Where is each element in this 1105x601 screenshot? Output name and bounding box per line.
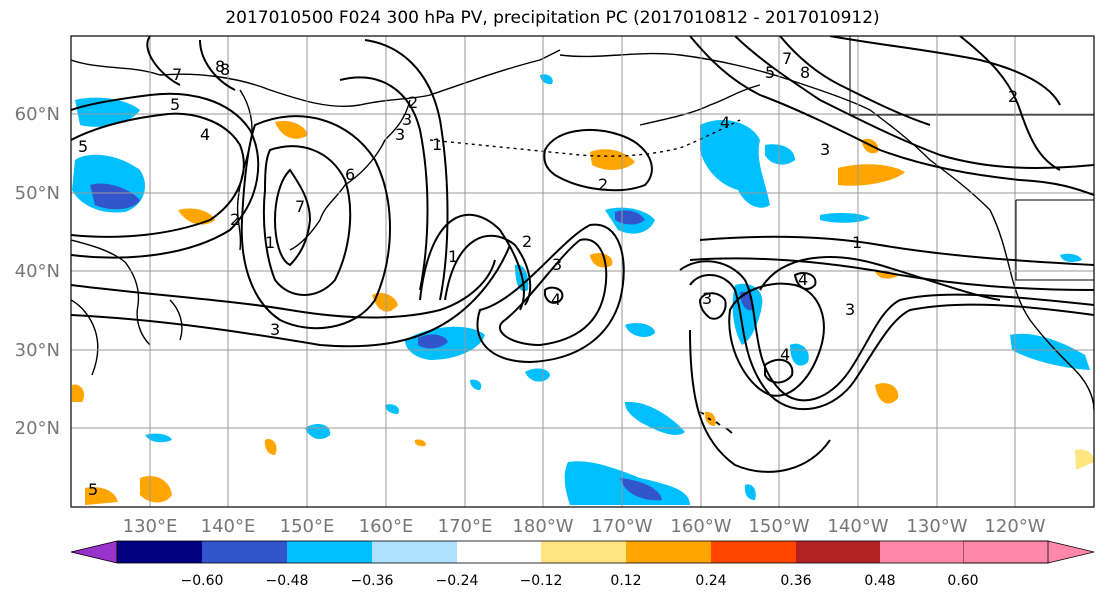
colorbar-bin bbox=[457, 541, 541, 563]
contour-label: 1 bbox=[432, 135, 442, 154]
colorbar-extend-high bbox=[962, 540, 1095, 564]
colorbar-tick-label: 0.48 bbox=[864, 573, 895, 589]
longitude-axis: 130°E 140°E 150°E 160°E 170°E 180°W 170°… bbox=[123, 516, 1046, 537]
contour-label: 3 bbox=[820, 140, 830, 159]
contour-label: 3 bbox=[552, 255, 562, 274]
lat-label-60n: 60°N bbox=[15, 104, 60, 125]
contour-label: 1 bbox=[852, 233, 862, 252]
colorbar-tick-label: 0.60 bbox=[947, 573, 978, 589]
lon-label: 150°E bbox=[280, 516, 335, 537]
lon-label: 160°E bbox=[359, 516, 414, 537]
colorbar-tick-label: −0.36 bbox=[351, 573, 394, 589]
lon-label: 130°W bbox=[906, 516, 967, 537]
colorbar-tick-label: −0.60 bbox=[181, 573, 224, 589]
latitude-axis: 60°N 50°N 40°N 30°N 20°N bbox=[15, 104, 60, 439]
map-frame bbox=[70, 35, 1095, 508]
lat-label-40n: 40°N bbox=[15, 261, 60, 282]
lon-label: 150°W bbox=[748, 516, 809, 537]
map-title: 2017010500 F024 300 hPa PV, precipitatio… bbox=[225, 8, 880, 28]
contour-label: 6 bbox=[345, 165, 355, 184]
contour-label: 4 bbox=[720, 113, 730, 132]
contour-label: 5 bbox=[78, 137, 88, 156]
lon-label: 120°W bbox=[984, 516, 1045, 537]
contour-label: 4 bbox=[200, 125, 210, 144]
colorbar-bin bbox=[372, 541, 457, 563]
colorbar-bin bbox=[796, 541, 880, 563]
map-panel: 1 2 3 4 5 6 7 8 1 2 3 4 3 5 7 8 2 1 3 4 … bbox=[71, 36, 1094, 507]
colorbar-bin bbox=[287, 541, 372, 563]
contour-label: 3 bbox=[402, 110, 412, 129]
colorbar-outline bbox=[116, 540, 1049, 564]
lon-label: 170°E bbox=[438, 516, 493, 537]
lat-label-30n: 30°N bbox=[15, 340, 60, 361]
contour-label: 3 bbox=[845, 300, 855, 319]
colorbar-tick-label: −0.24 bbox=[436, 573, 479, 589]
lon-label: 170°W bbox=[591, 516, 652, 537]
lon-label: 130°E bbox=[123, 516, 178, 537]
contour-label: 2 bbox=[598, 175, 608, 194]
lat-label-20n: 20°N bbox=[15, 418, 60, 439]
contour-label-group: 1 2 3 4 5 6 7 8 1 2 3 4 3 5 7 8 2 1 3 4 … bbox=[78, 49, 1018, 499]
lat-label-50n: 50°N bbox=[15, 183, 60, 204]
colorbar-bin bbox=[880, 541, 963, 563]
colorbar-extend-low bbox=[70, 540, 118, 564]
pv-contours bbox=[71, 36, 1094, 473]
contour-label: 4 bbox=[551, 290, 561, 309]
colorbar: −0.60 −0.48 −0.36 −0.24 −0.12 0.12 0.24 … bbox=[70, 540, 1095, 589]
colorbar-bin bbox=[202, 541, 287, 563]
colorbar-tick-label: 0.12 bbox=[610, 573, 641, 589]
colorbar-tick-label: −0.48 bbox=[266, 573, 309, 589]
contour-label: 5 bbox=[170, 95, 180, 114]
contour-label: 8 bbox=[800, 63, 810, 82]
contour-label: 2 bbox=[522, 232, 532, 251]
contour-label: 1 bbox=[265, 233, 275, 252]
coastlines bbox=[71, 36, 1094, 434]
lon-label: 160°W bbox=[670, 516, 731, 537]
contour-label: 3 bbox=[702, 289, 712, 308]
lon-label: 180°W bbox=[512, 516, 573, 537]
contour-label: 7 bbox=[782, 49, 792, 68]
lon-label: 140°E bbox=[201, 516, 256, 537]
contour-label: 2 bbox=[230, 210, 240, 229]
contour-label: 2 bbox=[408, 93, 418, 112]
colorbar-tick-label: −0.12 bbox=[520, 573, 563, 589]
contour-label: 8 bbox=[215, 57, 225, 76]
contour-label: 4 bbox=[798, 270, 808, 289]
graticule bbox=[71, 36, 1094, 507]
contour-label: 1 bbox=[448, 247, 458, 266]
contour-label: 2 bbox=[1008, 87, 1018, 106]
contour-label: 5 bbox=[88, 480, 98, 499]
colorbar-tick-label: 0.24 bbox=[695, 573, 726, 589]
colorbar-bin bbox=[541, 541, 626, 563]
lon-label: 140°W bbox=[827, 516, 888, 537]
contour-label: 4 bbox=[780, 345, 790, 364]
colorbar-tick-label: 0.36 bbox=[780, 573, 811, 589]
colorbar-bin bbox=[626, 541, 711, 563]
contour-label: 5 bbox=[765, 63, 775, 82]
contour-label: 3 bbox=[270, 320, 280, 339]
colorbar-bin bbox=[711, 541, 796, 563]
colorbar-bin bbox=[117, 541, 202, 563]
contour-label: 7 bbox=[172, 65, 182, 84]
contour-label: 8 bbox=[220, 60, 230, 79]
contour-label: 7 bbox=[295, 197, 305, 216]
contour-label: 3 bbox=[395, 125, 405, 144]
